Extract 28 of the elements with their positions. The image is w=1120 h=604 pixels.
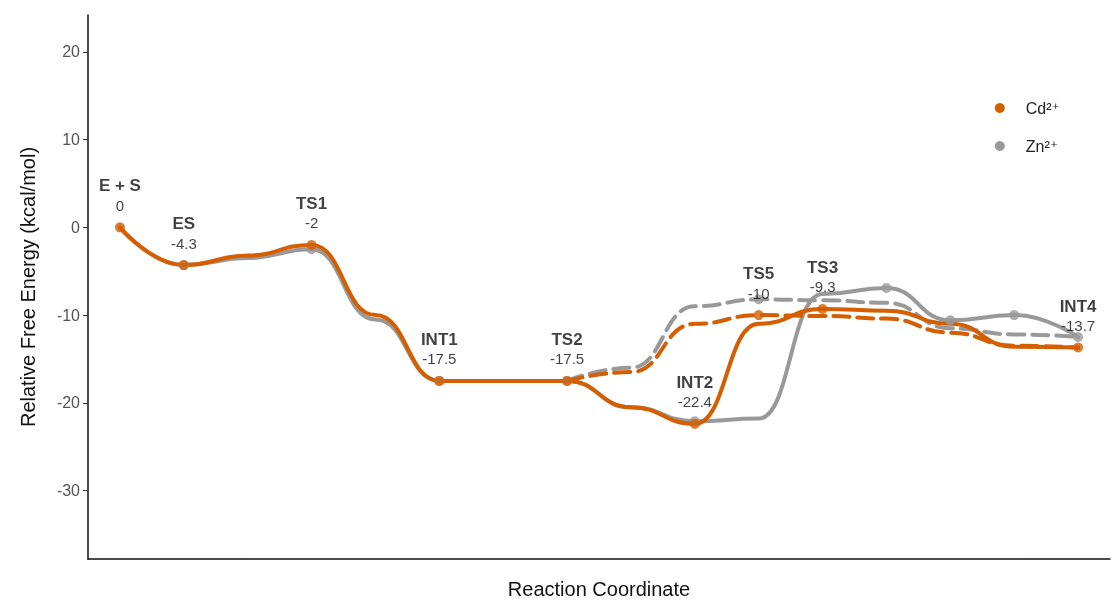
legend-label: Zn²⁺ bbox=[1025, 137, 1059, 155]
data-label: 0 bbox=[115, 196, 125, 214]
data-label: -13.7 bbox=[1060, 317, 1096, 335]
y-tick-label: 10 bbox=[62, 131, 81, 149]
annotation: INT2 bbox=[676, 372, 714, 392]
data-label: -4.3 bbox=[170, 234, 197, 252]
data-label: -22.4 bbox=[677, 393, 712, 411]
annotation: TS5 bbox=[743, 264, 775, 284]
annotation: TS1 bbox=[295, 193, 328, 213]
data-label: -17.5 bbox=[422, 350, 457, 368]
y-tick-label: 20 bbox=[62, 43, 81, 61]
y-axis-title: Relative Free Energy (kcal/mol) bbox=[17, 146, 39, 428]
annotation: ES bbox=[172, 214, 196, 234]
annotation: INT1 bbox=[420, 329, 458, 349]
y-tick-label: 0 bbox=[71, 218, 81, 236]
annotation: E + S bbox=[98, 176, 141, 196]
y-tick-label: -20 bbox=[56, 394, 81, 412]
data-label: -17.5 bbox=[549, 350, 585, 368]
annotation: TS2 bbox=[551, 329, 583, 349]
y-tick-label: -10 bbox=[56, 306, 81, 324]
legend-label: Cd²⁺ bbox=[1025, 99, 1061, 117]
y-tick-label: -30 bbox=[56, 482, 81, 500]
annotation: TS3 bbox=[806, 257, 839, 277]
x-axis-title: Reaction Coordinate bbox=[507, 578, 691, 600]
data-label: -10 bbox=[747, 284, 770, 302]
annotation: INT4 bbox=[1059, 296, 1098, 316]
data-label: -9.3 bbox=[809, 278, 836, 296]
data-label: -2 bbox=[304, 214, 319, 232]
